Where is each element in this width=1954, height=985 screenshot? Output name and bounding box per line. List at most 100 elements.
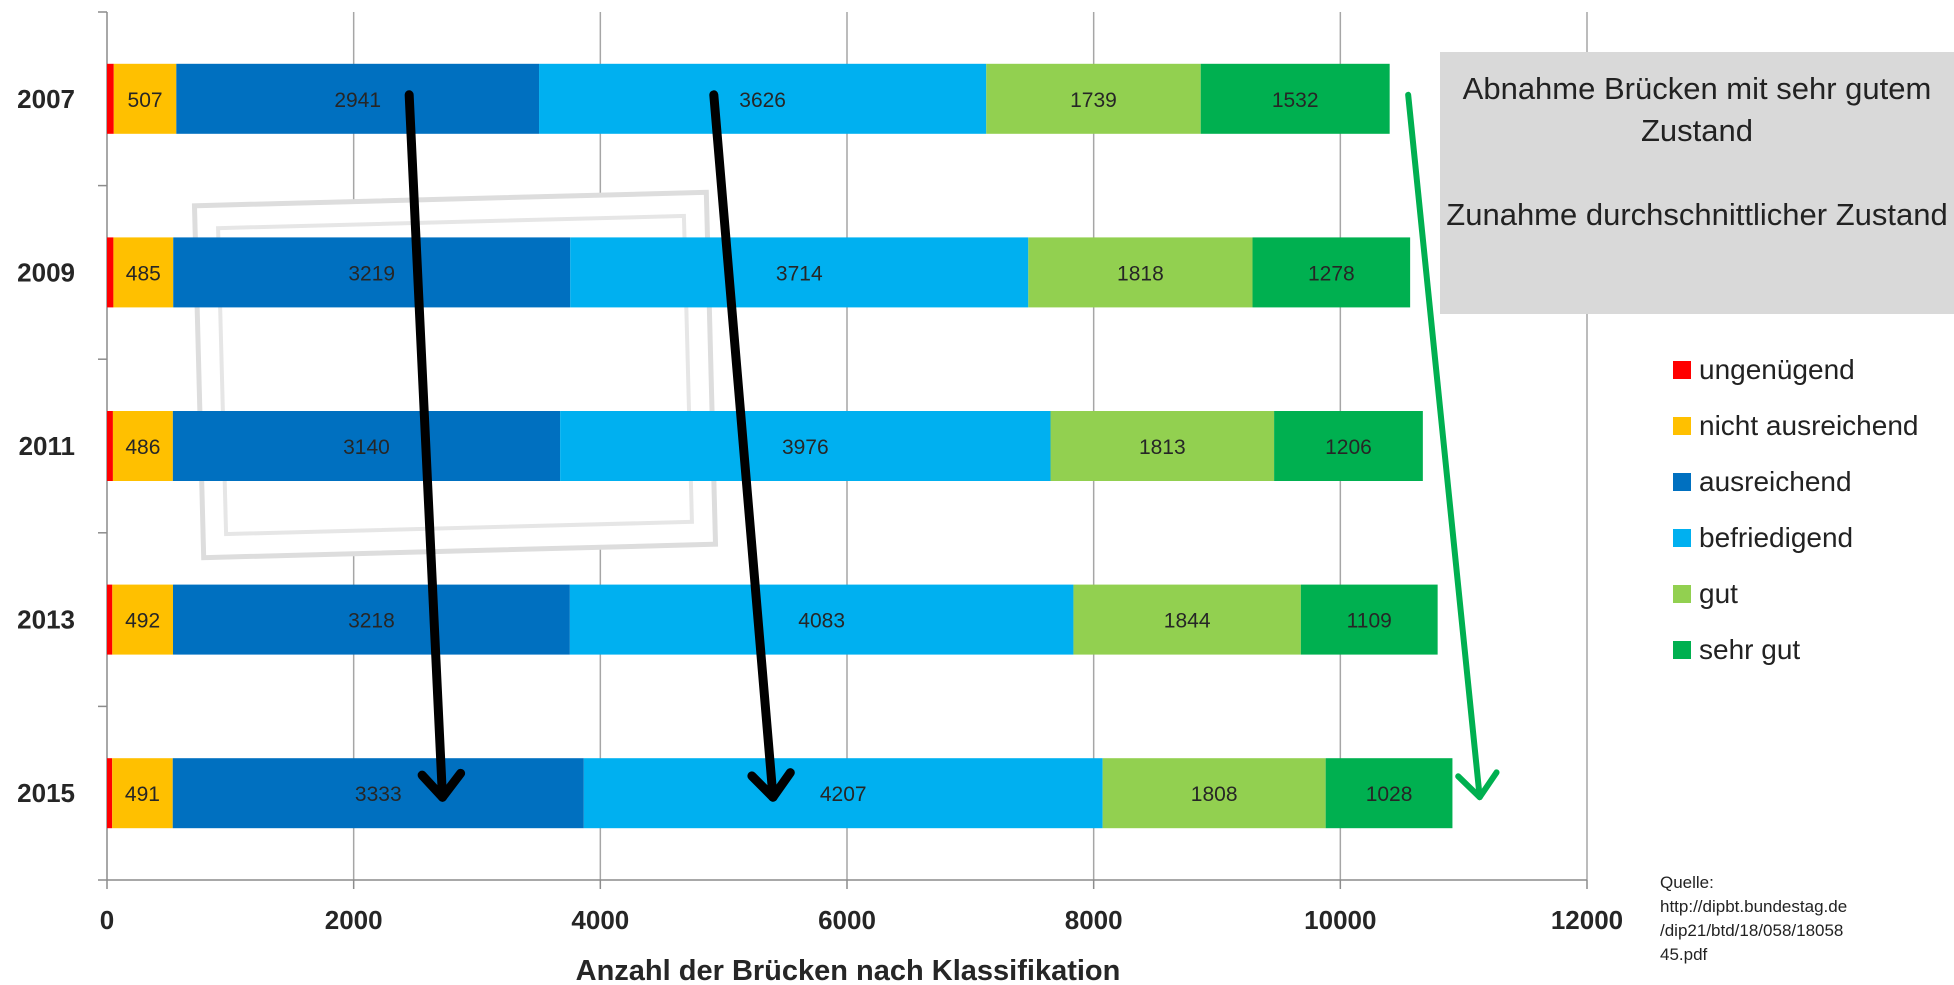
data-label: 1028 [1366,783,1413,806]
data-label: 2941 [334,89,381,112]
bar-segment [986,63,1201,134]
data-label: 1278 [1308,262,1355,285]
axes: 0 2000 4000 6000 8000 10000 12000 2007 2009 2011 2… [17,11,1623,935]
bar-segment [1050,411,1275,481]
data-label: 4207 [820,783,867,806]
data-label: 1206 [1325,436,1372,459]
y-tick-label: 2009 [17,257,75,287]
bar-segment [1325,758,1453,829]
y-tick-label: 2013 [17,605,75,635]
bar-segment [112,758,173,829]
x-tick-label: 10000 [1304,905,1376,935]
data-label: 1818 [1117,262,1164,285]
bar-segment [1252,237,1411,308]
data-label: 485 [126,262,161,285]
bar-segment [172,758,584,829]
trend-arrow-head [417,768,466,802]
bar-segment [176,63,540,134]
legend-label: ungenügend [1699,354,1855,385]
bar-segment [1028,237,1253,308]
legend-swatch [1673,529,1691,547]
bar-segment [107,758,113,829]
data-label: 3219 [348,262,395,285]
legend-item: ausreichend [1673,454,1918,510]
data-label: 1808 [1191,783,1238,806]
y-tick-label: 2007 [17,84,75,114]
annotation-line-2: Zunahme durchschnittlicher Zustand [1446,197,1948,232]
data-label: 1813 [1139,436,1186,459]
legend: ungenügend nicht ausreichend ausreichend… [1673,342,1918,678]
bar-segment [570,237,1029,308]
data-label: 3218 [348,610,395,633]
source-note: Quelle: http://dipbt.bundestag.de /dip21… [1660,871,1950,967]
source-url-line-1: http://dipbt.bundestag.de [1660,897,1848,916]
y-tick-label: 2011 [19,431,75,461]
bar-segment [1274,411,1423,481]
x-tick-label: 4000 [571,905,629,935]
y-tick-label: 2015 [17,778,75,808]
bar-segment [172,411,561,481]
bar-segment [107,63,114,134]
data-labels: 507 2941 3626 1739 1532 485 3219 3714 1818 1278 48… [125,89,1412,806]
legend-label: nicht ausreichend [1699,410,1919,441]
legend-item: gut [1673,566,1918,622]
bar-segment [539,63,987,134]
trend-arrows [404,90,1500,802]
bar-segment [1102,758,1326,829]
bar-segment [583,758,1103,829]
bar-segment [1200,63,1390,134]
legend-swatch [1673,641,1691,659]
x-tick-label: 2000 [325,905,383,935]
trend-arrow-shaft [709,90,778,802]
data-label: 507 [128,89,163,112]
data-label: 486 [125,436,160,459]
bar-segment [112,411,173,481]
legend-label: gut [1699,578,1738,609]
bar-segment [107,584,113,655]
data-label: 1109 [1347,610,1392,633]
bar-segment [112,584,173,655]
bar-segment [107,237,114,308]
x-tick-label: 8000 [1065,905,1123,935]
legend-swatch [1673,361,1691,379]
bar-segment [173,237,571,308]
data-label: 491 [125,783,160,806]
legend-item: befriedigend [1673,510,1918,566]
legend-label: ausreichend [1699,466,1852,497]
x-tick-label: 0 [100,905,114,935]
legend-swatch [1673,473,1691,491]
bar-segment [569,584,1074,655]
legend-swatch [1673,417,1691,435]
trend-arrow-shaft [404,90,447,802]
bar-segment [113,237,174,308]
data-label: 3333 [355,783,402,806]
data-label: 492 [125,610,160,633]
bar-segment [560,411,1051,481]
legend-item: sehr gut [1673,622,1918,678]
legend-item: ungenügend [1673,342,1918,398]
annotation-box: Abnahme Brücken mit sehr gutem Zustand Z… [1440,52,1954,314]
legend-item: nicht ausreichend [1673,398,1918,454]
trend-arrow-head [747,768,795,802]
legend-swatch [1673,585,1691,603]
data-label: 4083 [798,610,845,633]
bar-segment [172,584,570,655]
data-label: 1844 [1164,610,1211,633]
data-label: 3626 [739,89,786,112]
source-url-line-3: 45.pdf [1660,945,1708,964]
source-label: Quelle: [1660,873,1714,892]
bar-segment [107,411,113,481]
x-axis-title: Anzahl der Brücken nach Klassifikation [576,955,1121,985]
trend-arrow-head [1455,769,1500,801]
bar-segment [113,63,177,134]
source-url-line-2: /dip21/btd/18/058/18058 [1660,921,1844,940]
data-label: 3140 [343,436,390,459]
data-label: 3714 [776,262,823,285]
x-tick-label: 6000 [818,905,876,935]
trend-arrow-shaft [1405,91,1483,801]
x-tick-label: 12000 [1551,905,1623,935]
bar-segment [1300,584,1438,655]
bar-segment [1073,584,1301,655]
legend-label: sehr gut [1699,634,1801,665]
